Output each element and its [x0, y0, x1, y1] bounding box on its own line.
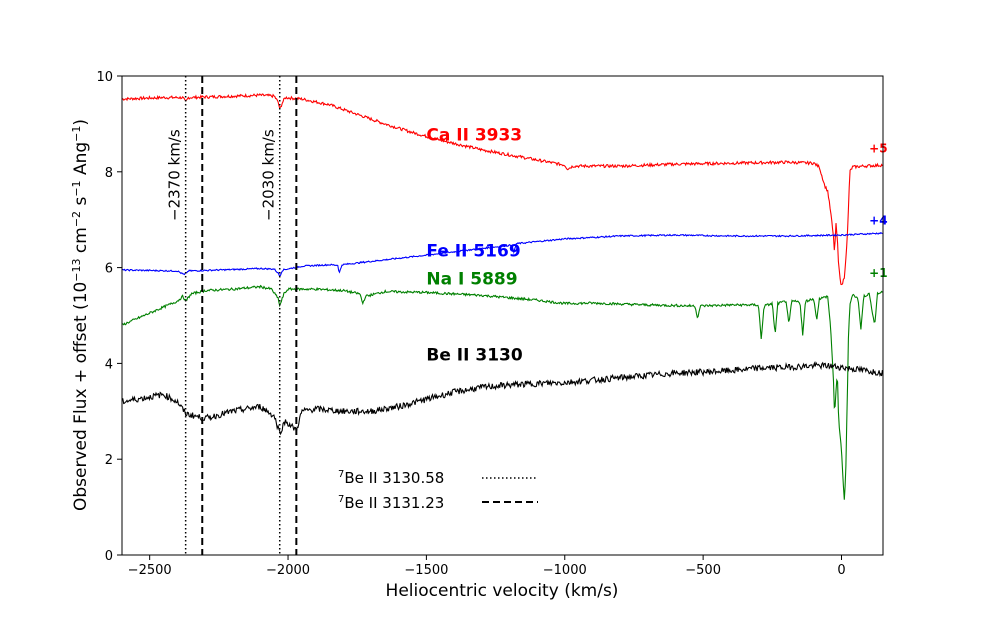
y-tick-label: 8: [105, 166, 113, 181]
y-tick-label: 10: [96, 70, 113, 85]
y-axis-label: Observed Flux + offset (10−13 cm−2 s−1 A…: [70, 119, 91, 511]
x-tick-label: −1000: [543, 563, 587, 578]
y-tick-label: 6: [105, 262, 113, 277]
series-label-ca: Ca II 3933: [426, 126, 522, 146]
vline-label: −2370 km/s: [166, 129, 184, 221]
plot-frame: [121, 75, 884, 556]
offset-label-na: +1: [869, 266, 887, 280]
series-line-fe: [122, 232, 883, 278]
x-tick-label: −2500: [128, 563, 172, 578]
legend-entry-dashed: 7Be II 3131.23: [338, 494, 444, 512]
series-line-na: [122, 284, 883, 500]
x-axis-label: Heliocentric velocity (km/s): [386, 581, 619, 601]
series-line-be: [122, 361, 883, 436]
series-label-fe: Fe II 5169: [426, 242, 520, 262]
y-tick-label: 2: [105, 453, 113, 468]
legend-entry-dotted: 7Be II 3130.58: [338, 469, 444, 487]
x-tick-label: −500: [685, 563, 721, 578]
legend: 7Be II 3130.58 7Be II 3131.23: [338, 469, 538, 512]
series-label-be: Be II 3130: [426, 346, 522, 366]
x-tick-label: −2000: [266, 563, 310, 578]
series-line-ca: [122, 92, 883, 286]
reference-lines: −2370 km/s −2030 km/s: [166, 76, 298, 555]
offset-label-fe: +4: [869, 213, 887, 227]
y-tick-label: 0: [105, 549, 113, 564]
series-labels: Ca II 3933 +5 Fe II 5169 +4 Na I 5889 +1 Be II…: [426, 126, 887, 366]
x-tick-label: 0: [837, 563, 845, 578]
series-layer: [122, 92, 883, 500]
vline-label: −2030 km/s: [260, 129, 278, 221]
x-tick-label: −1500: [404, 563, 448, 578]
offset-label-ca: +5: [869, 142, 887, 156]
axis-ticks: −2500 −2000 −1500 −1000 −500 0 0 2 4 6 8 10: [96, 70, 845, 578]
y-tick-label: 4: [105, 357, 113, 372]
series-label-na: Na I 5889: [426, 269, 517, 289]
